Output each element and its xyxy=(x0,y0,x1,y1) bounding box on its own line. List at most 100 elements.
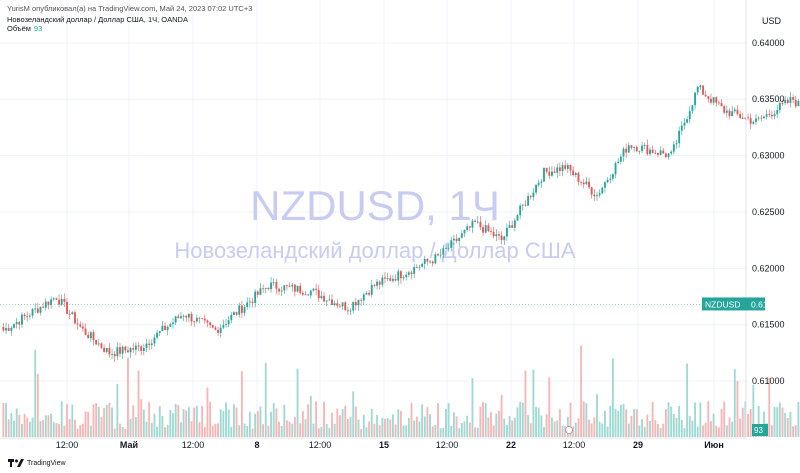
volume-legend: Объём 93 xyxy=(7,24,42,33)
candle-body xyxy=(113,353,116,357)
candle-body xyxy=(31,308,34,316)
candle-body xyxy=(739,114,742,118)
candle-body xyxy=(765,114,768,117)
volume-bar xyxy=(723,401,726,437)
candle-body xyxy=(7,328,10,331)
candle-body xyxy=(643,144,646,146)
candle-body xyxy=(572,170,575,175)
volume-bar xyxy=(50,413,53,437)
volume-bar xyxy=(267,425,270,437)
realtime-marker[interactable] xyxy=(565,426,573,434)
volume-bar xyxy=(638,425,641,437)
candle-body xyxy=(233,312,235,315)
volume-bar xyxy=(651,402,654,437)
candle-body xyxy=(386,278,389,280)
volume-bar xyxy=(296,368,299,437)
volume-bar xyxy=(657,423,659,437)
volume-bar xyxy=(283,404,286,437)
candle-body xyxy=(360,299,363,301)
candle-body xyxy=(553,171,556,173)
tradingview-footer[interactable]: TradingView xyxy=(8,459,66,467)
candle-body xyxy=(317,289,320,299)
candle-body xyxy=(376,281,378,286)
volume-bar xyxy=(71,404,74,437)
volume-bar xyxy=(694,402,696,437)
candle-body xyxy=(503,236,506,241)
candle-body xyxy=(527,196,530,206)
candle-body xyxy=(381,277,384,285)
candle-body xyxy=(733,109,736,112)
candle-body xyxy=(66,301,68,314)
candle-body xyxy=(749,118,752,124)
volume-bar xyxy=(119,423,121,437)
volume-bar xyxy=(174,403,177,437)
time-tick-label: Май xyxy=(120,440,138,450)
candle-body xyxy=(42,306,45,308)
volume-bar xyxy=(683,428,686,437)
candle-body xyxy=(368,292,371,295)
candle-body xyxy=(593,194,596,197)
candle-body xyxy=(646,144,649,155)
volume-bar xyxy=(511,420,514,437)
volume-bar xyxy=(545,414,548,437)
volume-bar xyxy=(728,417,731,437)
candle-body xyxy=(161,325,164,332)
chart-watermark: NZDUSD, 1Ч Новозеландский доллар / Долла… xyxy=(174,182,576,263)
candle-body xyxy=(2,327,5,331)
volume-bar xyxy=(288,421,291,437)
candle-body xyxy=(625,148,628,153)
candle-body xyxy=(675,143,678,145)
volume-bar xyxy=(596,394,598,437)
clock-icon[interactable] xyxy=(565,426,573,434)
volume-bar xyxy=(156,426,159,437)
volume-bar xyxy=(235,407,238,437)
candle-body xyxy=(100,343,103,348)
chart-grid xyxy=(0,0,746,438)
volume-bar xyxy=(458,428,461,437)
volume-bar xyxy=(399,410,402,437)
candle-body xyxy=(728,110,731,117)
volume-bar xyxy=(474,427,477,437)
volume-bar xyxy=(39,420,42,437)
candle-body xyxy=(150,343,153,346)
volume-bar xyxy=(527,415,530,437)
volume-bar xyxy=(431,426,434,437)
volume-bar xyxy=(609,405,612,437)
volume-bar xyxy=(63,425,66,437)
candle-body xyxy=(500,235,503,241)
candle-body xyxy=(370,284,373,295)
candle-body xyxy=(354,302,357,306)
candle-body xyxy=(71,312,74,315)
time-axis[interactable]: 12:00 Май 12:00 8 12:00 15 12:00 22 12:00 29 Июн xyxy=(56,440,724,450)
candle-body xyxy=(47,301,50,306)
volume-bar xyxy=(378,425,381,437)
candle-body xyxy=(452,238,455,241)
volume-bar xyxy=(490,412,492,437)
volume-value: 93 xyxy=(33,24,43,33)
volume-bar xyxy=(79,424,82,437)
candle-body xyxy=(68,313,71,315)
volume-bar xyxy=(256,411,259,437)
volume-bar xyxy=(368,421,371,437)
candle-body xyxy=(463,230,466,234)
candle-body xyxy=(142,347,145,351)
volume-bar xyxy=(421,404,424,437)
publish-info: YurisM опубликовал(а) на TradingView.com… xyxy=(7,4,253,13)
watermark-ticker: NZDUSD, 1Ч xyxy=(250,182,500,229)
candle-body xyxy=(439,254,442,256)
candle-body xyxy=(63,298,66,302)
volume-bar xyxy=(508,416,511,437)
candle-body xyxy=(254,291,257,303)
candle-body xyxy=(296,285,299,292)
volume-bar xyxy=(415,416,418,437)
price-axis[interactable]: USD 0.64000 0.63500 0.63000 0.62500 0.62000 0… xyxy=(752,16,785,386)
candle-body xyxy=(195,317,198,322)
volume-bar xyxy=(108,402,111,437)
volume-bar xyxy=(339,415,341,437)
volume-bar xyxy=(10,413,13,437)
candle-body xyxy=(172,322,174,325)
volume-bar xyxy=(89,425,92,437)
candle-body xyxy=(286,285,288,287)
volume-bar xyxy=(543,426,545,437)
